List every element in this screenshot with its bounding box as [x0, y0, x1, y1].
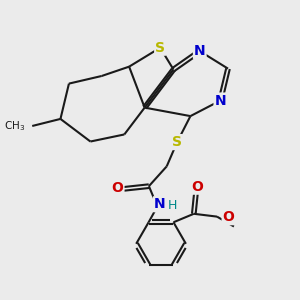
Text: O: O — [223, 210, 235, 224]
Text: S: S — [172, 135, 182, 149]
Text: O: O — [192, 180, 203, 194]
Text: N: N — [214, 94, 226, 108]
Text: S: S — [155, 41, 165, 55]
Text: $\mathregular{CH_3}$: $\mathregular{CH_3}$ — [4, 119, 25, 133]
Text: N: N — [154, 197, 165, 211]
Text: O: O — [112, 181, 124, 195]
Text: H: H — [167, 199, 177, 212]
Text: N: N — [194, 44, 206, 58]
